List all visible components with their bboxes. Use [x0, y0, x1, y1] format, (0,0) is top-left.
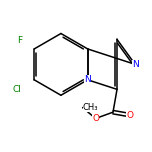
Text: N: N: [84, 75, 91, 84]
Text: CH₃: CH₃: [83, 103, 98, 112]
Text: N: N: [132, 60, 139, 69]
Text: O: O: [92, 114, 99, 123]
Text: Cl: Cl: [12, 85, 21, 94]
Text: F: F: [17, 36, 22, 45]
Text: O: O: [126, 111, 133, 120]
